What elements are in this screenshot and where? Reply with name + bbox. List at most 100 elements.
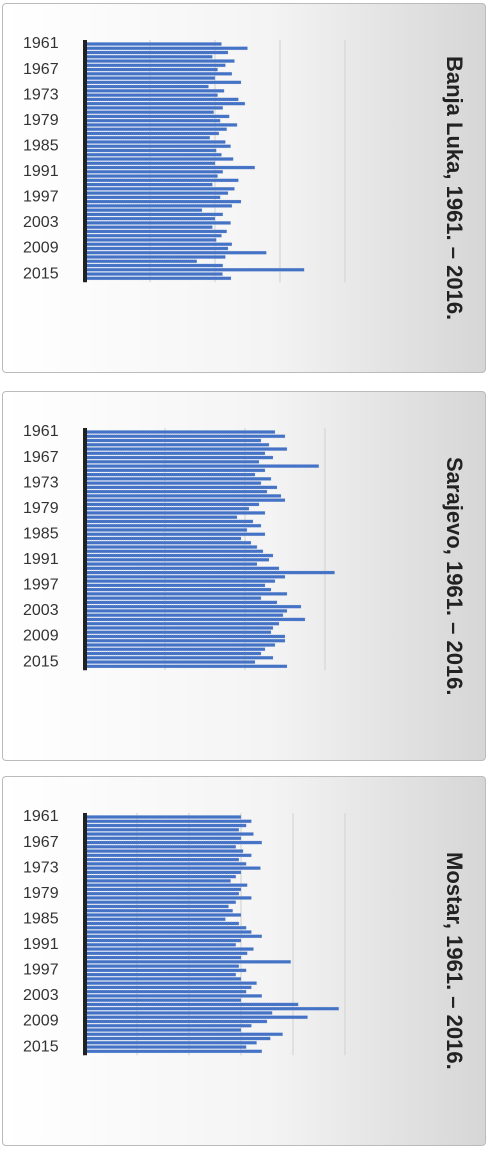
- bar: [84, 263, 224, 268]
- bar: [84, 460, 260, 464]
- bar: [84, 54, 213, 59]
- bar: [84, 575, 286, 579]
- chart-panel: 1961 1967 1973 1979 1985 1991 1997 2003 2009 2015…: [2, 3, 486, 373]
- bar: [84, 977, 242, 981]
- chart-title-box: Mostar, 1961. – 2016.: [441, 777, 467, 1145]
- bar: [84, 532, 266, 537]
- bar: [84, 148, 217, 153]
- bar: [84, 557, 270, 562]
- bar: [84, 989, 247, 994]
- chart: 1961 1967 1973 1979 1985 1991 1997 2003 2009 2015: [23, 35, 346, 283]
- y-tick-label: 1979: [23, 885, 59, 902]
- bar: [84, 845, 237, 849]
- bar: [84, 93, 218, 97]
- bar: [84, 896, 252, 900]
- bar: [84, 938, 242, 943]
- bar: [84, 870, 242, 875]
- bar: [84, 481, 262, 485]
- y-tick-label: 2015: [23, 653, 59, 670]
- bar: [84, 165, 255, 170]
- bar: [84, 994, 263, 998]
- chart-title: Mostar, 1961. – 2016.: [442, 852, 467, 1070]
- bar: [84, 592, 288, 596]
- bar: [84, 1049, 263, 1054]
- y-tick-label: 2003: [23, 987, 59, 1004]
- bar: [84, 819, 252, 824]
- bar: [84, 664, 288, 669]
- bar: [84, 536, 242, 541]
- bar: [84, 464, 320, 468]
- bar: [84, 874, 237, 879]
- bar: [84, 904, 229, 909]
- bar: [84, 955, 242, 960]
- bar: [84, 523, 262, 528]
- y-tick-label: 1997: [23, 962, 59, 979]
- bar: [84, 951, 248, 956]
- bar: [84, 925, 247, 930]
- bar: [84, 638, 286, 643]
- chart: 1961 1967 1973 1979 1985 1991 1997 2003 2009 2015: [23, 808, 346, 1056]
- chart-title: Banja Luka, 1961. – 2016.: [442, 55, 467, 321]
- bar: [84, 883, 248, 887]
- bar: [84, 621, 280, 626]
- y-tick-label: 1991: [23, 936, 59, 953]
- y-tick-label: 1991: [23, 163, 59, 180]
- bar: [84, 960, 291, 964]
- bar: [84, 485, 278, 490]
- bar: [84, 942, 237, 947]
- bar: [84, 1032, 283, 1037]
- bar: [84, 447, 288, 451]
- y-tick-label: 1967: [23, 449, 59, 466]
- bar: [84, 857, 240, 862]
- bar: [84, 1006, 339, 1011]
- bar: [84, 178, 239, 183]
- bar: [84, 934, 263, 939]
- y-tick-label: 2009: [23, 1013, 59, 1030]
- bar: [84, 921, 240, 926]
- bar: [84, 438, 262, 443]
- bar: [84, 570, 335, 575]
- bar: [84, 110, 214, 114]
- bar: [84, 233, 222, 238]
- bar: [84, 506, 250, 511]
- y-tick-label: 1985: [23, 525, 59, 542]
- bar: [84, 135, 211, 140]
- bar: [84, 579, 276, 583]
- bar: [84, 1023, 252, 1028]
- bar: [84, 106, 224, 110]
- bar: [84, 891, 240, 896]
- bar: [84, 477, 272, 481]
- y-tick-label: 2003: [23, 214, 59, 231]
- y-tick-label: 1961: [23, 35, 59, 52]
- bar: [84, 42, 222, 46]
- bar: [84, 502, 260, 507]
- bar: [84, 59, 235, 63]
- bar: [84, 276, 232, 281]
- y-tick-label: 1979: [23, 112, 59, 129]
- bar: [84, 519, 254, 524]
- bar: [84, 50, 229, 55]
- bar: [84, 72, 233, 76]
- bar: [84, 604, 302, 609]
- bar: [84, 1036, 271, 1041]
- bar: [84, 1028, 242, 1032]
- bar: [84, 930, 252, 934]
- bar: [84, 647, 266, 652]
- chart-panel: 1961 1967 1973 1979 1985 1991 1997 2003 2009 2015…: [2, 776, 486, 1146]
- bar: [84, 913, 242, 917]
- bar: [84, 46, 248, 51]
- bar: [84, 815, 242, 819]
- bar: [84, 617, 306, 622]
- y-tick-label: 1997: [23, 577, 59, 594]
- bar: [84, 968, 247, 973]
- chart-panel: 1961 1967 1973 1979 1985 1991 1997 2003 2009 2015…: [2, 391, 486, 761]
- bar: [84, 89, 225, 93]
- bar: [84, 545, 258, 549]
- bar: [84, 152, 222, 157]
- y-tick-label: 1961: [23, 808, 59, 825]
- bar: [84, 174, 218, 178]
- bar: [84, 1002, 299, 1007]
- bar: [84, 434, 286, 439]
- bar: [84, 1045, 247, 1049]
- y-tick-label: 2009: [23, 628, 59, 645]
